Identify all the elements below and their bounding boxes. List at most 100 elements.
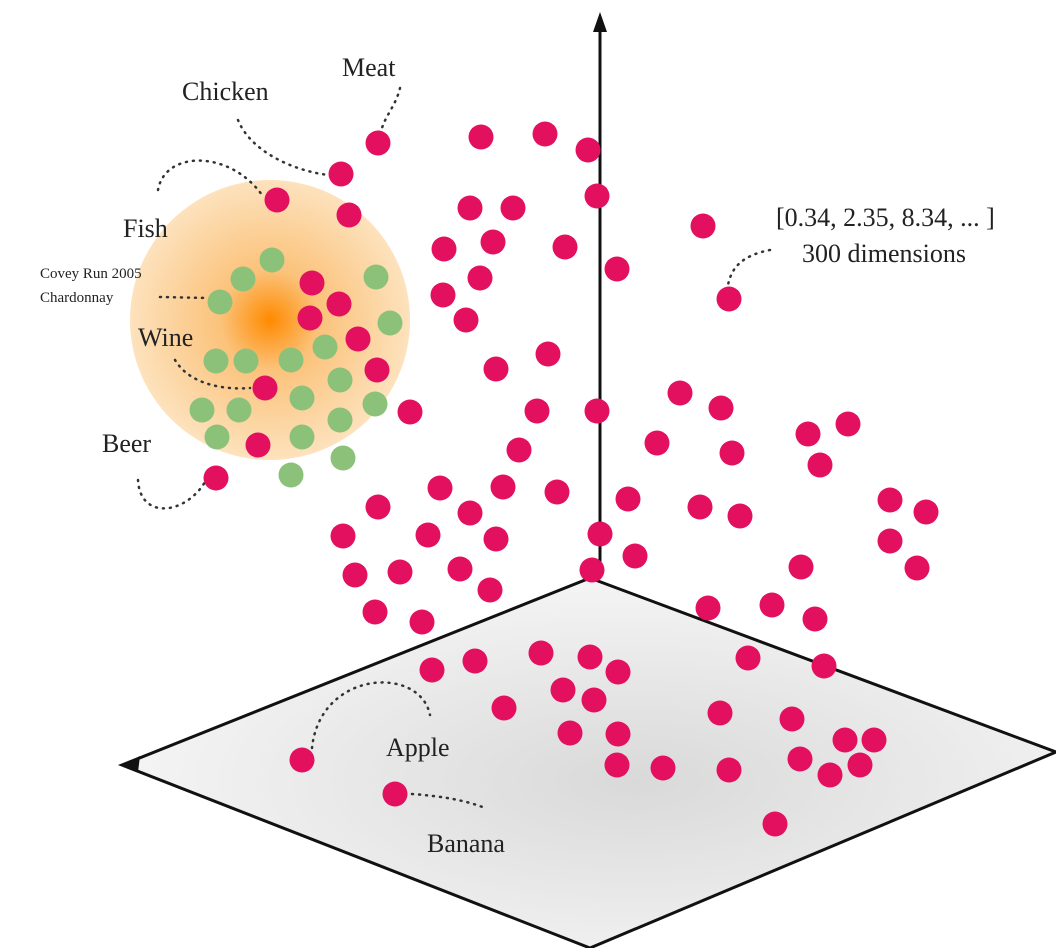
pink-dot xyxy=(575,137,601,163)
pink-dot xyxy=(788,554,814,580)
pink-dot xyxy=(735,645,761,671)
pink-dot xyxy=(299,270,325,296)
pink-dot xyxy=(861,727,887,753)
label: Covey Run 2005 xyxy=(40,266,142,282)
pink-dot xyxy=(336,202,362,228)
pink-dot xyxy=(581,687,607,713)
pink-dot xyxy=(462,648,488,674)
pink-dot xyxy=(904,555,930,581)
pink-dot xyxy=(605,721,631,747)
pink-dot xyxy=(245,432,271,458)
pink-dot xyxy=(532,121,558,147)
label: [0.34, 2.35, 8.34, ... ] xyxy=(776,203,995,232)
pink-dot xyxy=(690,213,716,239)
leader-line xyxy=(156,159,264,197)
pink-dot xyxy=(528,640,554,666)
pink-dot xyxy=(604,752,630,778)
pink-dot xyxy=(468,124,494,150)
green-dot xyxy=(330,445,356,471)
leader-line xyxy=(173,358,252,390)
pink-dot xyxy=(203,465,229,491)
leader-line xyxy=(236,118,330,177)
leader-line xyxy=(158,295,210,300)
label: Meat xyxy=(342,53,396,82)
pink-dot xyxy=(550,677,576,703)
pink-dot xyxy=(787,746,813,772)
pink-dot xyxy=(577,644,603,670)
green-dot xyxy=(259,247,285,273)
label: 300 dimensions xyxy=(802,239,966,268)
pink-dot xyxy=(491,695,517,721)
pink-dot xyxy=(604,256,630,282)
pink-dot xyxy=(387,559,413,585)
pink-dot xyxy=(506,437,532,463)
green-dot xyxy=(312,334,338,360)
green-dot xyxy=(203,348,229,374)
green-dot xyxy=(278,347,304,373)
pink-dot xyxy=(457,500,483,526)
x-arrow-head xyxy=(122,756,140,772)
pink-dot xyxy=(480,229,506,255)
pink-dot xyxy=(913,499,939,525)
leader-line xyxy=(410,792,487,810)
pink-dot xyxy=(615,486,641,512)
green-dot xyxy=(226,397,252,423)
pink-dot xyxy=(415,522,441,548)
leader-line xyxy=(380,86,402,130)
pink-dot xyxy=(457,195,483,221)
label: Fish xyxy=(123,214,168,243)
pink-dot xyxy=(328,161,354,187)
green-dot xyxy=(327,407,353,433)
pink-dot xyxy=(762,811,788,837)
pink-dot xyxy=(297,305,323,331)
pink-dot xyxy=(382,781,408,807)
pink-dot xyxy=(759,592,785,618)
green-dot xyxy=(362,391,388,417)
green-dot xyxy=(278,462,304,488)
pink-dot xyxy=(877,487,903,513)
pink-dot xyxy=(289,747,315,773)
label: Wine xyxy=(138,323,193,352)
pink-dot xyxy=(252,375,278,401)
pink-dot xyxy=(587,521,613,547)
pink-dot xyxy=(727,503,753,529)
green-dot xyxy=(189,397,215,423)
pink-dot xyxy=(431,236,457,262)
pink-dot xyxy=(584,183,610,209)
pink-dot xyxy=(719,440,745,466)
green-dot xyxy=(204,424,230,450)
pink-dot xyxy=(802,606,828,632)
pink-dot xyxy=(584,398,610,424)
pink-dot xyxy=(490,474,516,500)
pink-dot xyxy=(622,543,648,569)
pink-dot xyxy=(467,265,493,291)
green-dot xyxy=(363,264,389,290)
green-dot xyxy=(289,424,315,450)
pink-dot xyxy=(557,720,583,746)
label: Chardonnay xyxy=(40,290,114,306)
floor-plane xyxy=(117,576,1056,948)
pink-dot xyxy=(650,755,676,781)
leader-line xyxy=(136,478,207,510)
green-dot xyxy=(207,289,233,315)
pink-dot xyxy=(716,286,742,312)
pink-dot xyxy=(397,399,423,425)
pink-dot xyxy=(707,700,733,726)
pink-dot xyxy=(365,494,391,520)
pink-dot xyxy=(365,130,391,156)
leader-line xyxy=(310,681,432,750)
pink-dot xyxy=(427,475,453,501)
pink-dot xyxy=(326,291,352,317)
label: Banana xyxy=(427,829,505,858)
y-arrow-head xyxy=(593,12,607,32)
pink-dot xyxy=(447,556,473,582)
green-dot xyxy=(327,367,353,393)
label: Chicken xyxy=(182,77,269,106)
pink-dot xyxy=(877,528,903,554)
green-dot xyxy=(289,385,315,411)
pink-dot xyxy=(667,380,693,406)
pink-dot xyxy=(345,326,371,352)
pink-dot xyxy=(817,762,843,788)
leader-line xyxy=(726,248,772,287)
pink-dot xyxy=(605,659,631,685)
